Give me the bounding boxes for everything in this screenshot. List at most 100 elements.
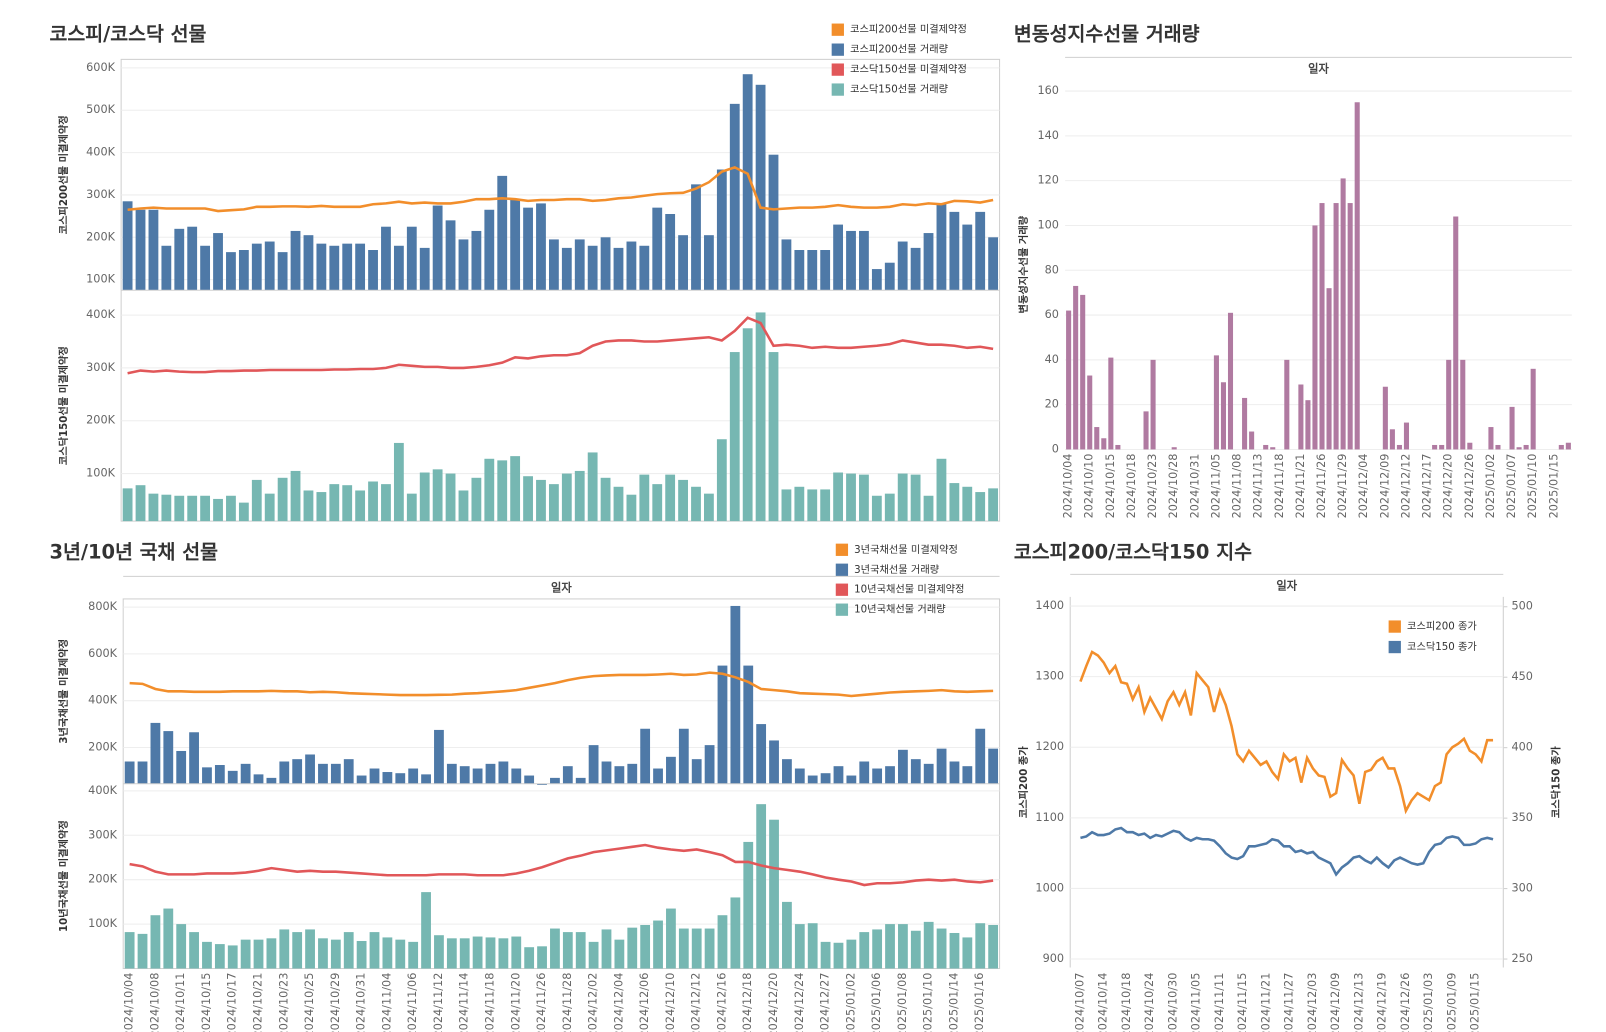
legend-label: 코스피200 종가 (1407, 621, 1477, 633)
bar (163, 908, 174, 969)
bar (769, 819, 779, 969)
legend-swatch (1388, 640, 1401, 654)
x-tick-label: 2024/11/05 (1209, 454, 1222, 519)
y-axis-label: 코스피200 종가 (1017, 746, 1030, 818)
bar (640, 924, 651, 969)
legend-label: 코스닥150 종가 (1407, 641, 1477, 653)
bar (1270, 447, 1276, 450)
x-tick-label: 2024/10/29 (329, 973, 342, 1032)
bar (627, 927, 638, 969)
y-tick-label: 300K (86, 188, 115, 201)
bar (279, 761, 290, 784)
bar (884, 262, 895, 291)
bar (820, 773, 831, 784)
bar (523, 476, 533, 522)
x-tick-label: 2024/12/13 (1352, 973, 1365, 1032)
bar (1305, 400, 1311, 450)
bar (588, 745, 599, 784)
bar (1403, 422, 1410, 450)
bar (446, 938, 457, 969)
y-tick-label: 200K (86, 230, 115, 243)
bar (137, 761, 148, 784)
bar (290, 230, 301, 291)
bar (1396, 444, 1402, 450)
x-tick-label: 2025/01/02 (1484, 454, 1497, 519)
bar (975, 492, 986, 522)
y-tick-label: 1100 (1035, 811, 1064, 824)
bar (548, 239, 559, 291)
bar (176, 924, 187, 969)
bar (653, 768, 663, 784)
bar (472, 936, 483, 969)
bar (833, 224, 844, 291)
legend-swatch (835, 583, 849, 596)
y-axis-label: 코스닥150선물 미결제약정 (57, 346, 70, 465)
bar (1523, 444, 1529, 450)
bar (266, 938, 277, 969)
bar (717, 665, 728, 784)
bar (277, 477, 288, 522)
y-tick-label: 160 (1037, 84, 1058, 97)
x-tick-label: 2024/11/06 (406, 973, 419, 1032)
y-tick-label: 100K (86, 273, 115, 286)
bar (768, 352, 779, 522)
bar (1227, 312, 1234, 450)
bar (936, 748, 947, 784)
bar (381, 226, 391, 291)
bar (238, 250, 249, 291)
bar (794, 924, 805, 969)
bar (898, 924, 908, 969)
bar (923, 495, 934, 522)
chart-title: 3년/10년 국채 선물 (49, 540, 218, 563)
y-tick-label: 0 (1052, 442, 1059, 455)
y-tick-label: 500K (86, 103, 115, 116)
bar (1171, 447, 1177, 450)
bar (781, 489, 792, 522)
bar (135, 209, 146, 291)
bar (187, 226, 198, 291)
x-tick-label: 2024/11/11 (1213, 973, 1226, 1032)
bar (678, 928, 689, 969)
bar (395, 773, 406, 784)
x-tick-label: 2024/10/23 (1146, 454, 1159, 519)
bar (691, 759, 702, 784)
bar (885, 924, 895, 969)
chart-title: 코스피/코스닥 선물 (49, 22, 206, 45)
bar (305, 754, 315, 784)
bar (1213, 355, 1219, 450)
y-tick-label: 600K (86, 61, 115, 74)
x-tick-label: 2024/12/10 (664, 973, 677, 1032)
x-header: 일자 (1308, 62, 1329, 76)
bar (614, 766, 625, 784)
x-tick-label: 2024/12/12 (1399, 454, 1412, 519)
line (1080, 826, 1494, 877)
bar (1354, 102, 1360, 450)
bar (653, 920, 663, 969)
bar (292, 932, 303, 969)
bar (382, 937, 393, 969)
bar (485, 937, 496, 969)
bar (872, 929, 883, 969)
bar (1382, 386, 1388, 450)
bar (807, 250, 818, 291)
bar (1432, 444, 1438, 450)
bar (264, 493, 275, 522)
x-tick-label: 2024/12/04 (1357, 454, 1370, 519)
bar (202, 941, 212, 969)
bar (226, 252, 236, 291)
bar (575, 777, 586, 784)
x-tick-label: 2024/11/29 (1336, 454, 1349, 519)
bar (1530, 368, 1536, 450)
bar (859, 474, 869, 522)
bar (316, 243, 327, 291)
y-tick-label: 100K (88, 917, 117, 930)
x-header: 일자 (1276, 579, 1297, 593)
y-tick-label: 300K (86, 361, 115, 374)
bar (587, 452, 598, 522)
bar (962, 937, 973, 969)
bar (755, 84, 766, 291)
bar (536, 479, 546, 522)
bar (755, 312, 766, 522)
bar (833, 942, 844, 969)
bar (652, 484, 663, 522)
